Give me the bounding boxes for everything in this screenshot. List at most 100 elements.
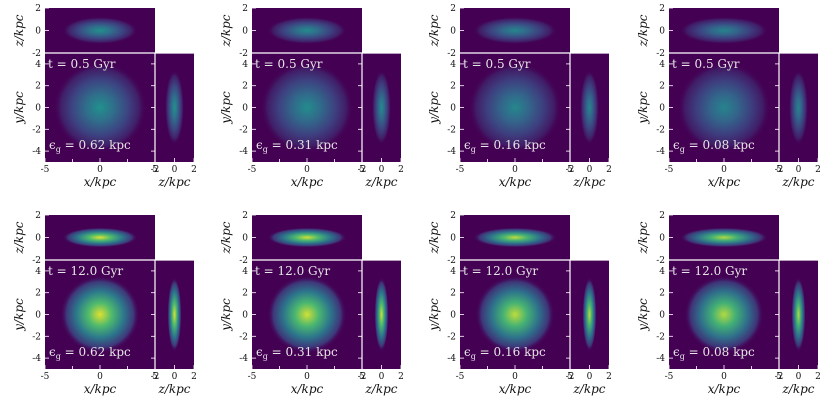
y-tick-label: -2 (447, 332, 456, 342)
time-annotation: t = 0.5 Gyr (463, 57, 531, 71)
x-tick-label: 5 (776, 165, 782, 175)
z-tick-label: -2 (447, 256, 456, 266)
x-axis-label: x/kpc (291, 175, 324, 189)
time-annotation: t = 12.0 Gyr (48, 264, 123, 278)
z-axis-label-top: z/kpc (427, 221, 441, 254)
y-axis-label: y/kpc (219, 298, 233, 332)
edge-on-xz-disk (62, 17, 138, 44)
face-on-disk (267, 275, 347, 354)
z-tick-label: 2 (659, 4, 665, 14)
edge-on-xz-disk (473, 227, 557, 248)
z-tick-label: -2 (32, 49, 41, 59)
z-tick-label: 2 (450, 211, 456, 221)
x-tick-label: 0 (721, 165, 727, 175)
softening-annotation: ϵg = 0.62 kpc (49, 345, 131, 361)
y-tick-label: 2 (35, 289, 41, 299)
face-on-disk (475, 275, 555, 354)
softening-annotation: ϵg = 0.31 kpc (256, 138, 338, 154)
softening-annotation: ϵg = 0.08 kpc (673, 345, 755, 361)
edge-on-zy-disk (167, 277, 182, 352)
y-tick-label: 2 (659, 289, 665, 299)
y-axis-label: y/kpc (427, 298, 441, 332)
z-tick-label: 0 (450, 234, 456, 244)
x-tick-label: 5 (567, 372, 573, 382)
z-tick-label: -2 (358, 372, 367, 382)
z-tick-label: 2 (659, 211, 665, 221)
y-tick-label: 4 (242, 60, 248, 70)
x-axis-label: x/kpc (291, 382, 324, 396)
y-tick-label: 2 (450, 289, 456, 299)
x-tick-label: 0 (304, 165, 310, 175)
x-tick-label: -5 (456, 165, 465, 175)
y-tick-label: 2 (35, 82, 41, 92)
y-tick-label: 4 (450, 60, 456, 70)
z-tick-label: 2 (606, 165, 612, 175)
y-tick-label: -2 (656, 125, 665, 135)
y-tick-label: -4 (656, 147, 665, 157)
edge-on-xz-disk (680, 227, 768, 248)
y-tick-label: -4 (32, 354, 41, 364)
z-axis-label-top: z/kpc (219, 14, 233, 47)
z-tick-label: 0 (659, 27, 665, 37)
z-tick-label: 2 (35, 211, 41, 221)
z-tick-label: 0 (242, 234, 248, 244)
z-tick-label: 2 (398, 165, 404, 175)
time-annotation: t = 0.5 Gyr (48, 57, 116, 71)
edge-on-zy-disk (372, 70, 391, 145)
time-annotation: t = 0.5 Gyr (672, 57, 740, 71)
z-tick-label: 0 (587, 165, 593, 175)
x-tick-label: -5 (41, 165, 50, 175)
edge-on-zy-disk (580, 70, 599, 145)
softening-annotation: ϵg = 0.08 kpc (673, 138, 755, 154)
y-tick-label: -2 (32, 332, 41, 342)
z-tick-label: 2 (815, 165, 821, 175)
y-axis-label: y/kpc (219, 91, 233, 125)
z-tick-label: -2 (566, 165, 575, 175)
edge-on-xz-disk (473, 17, 557, 44)
y-tick-label: 0 (35, 104, 41, 114)
z-tick-label: 0 (450, 27, 456, 37)
z-axis-label: z/kpc (364, 382, 397, 396)
x-tick-label: 0 (304, 372, 310, 382)
x-axis-label: x/kpc (708, 175, 741, 189)
x-axis-label: x/kpc (84, 382, 117, 396)
face-on-disk (677, 62, 771, 153)
y-tick-label: 0 (450, 104, 456, 114)
x-tick-label: 0 (512, 165, 518, 175)
x-tick-label: 5 (776, 372, 782, 382)
z-tick-label: 0 (796, 165, 802, 175)
edge-on-xz-disk (267, 227, 347, 248)
y-axis-label: y/kpc (636, 298, 650, 332)
y-tick-label: 0 (35, 311, 41, 321)
y-tick-label: -4 (447, 354, 456, 364)
z-tick-label: 2 (191, 372, 197, 382)
z-tick-label: 2 (606, 372, 612, 382)
y-tick-label: -2 (656, 332, 665, 342)
edge-on-zy-disk (582, 277, 597, 352)
z-axis-label-top: z/kpc (12, 14, 26, 47)
edge-on-zy-disk (791, 277, 806, 352)
y-tick-label: -4 (447, 147, 456, 157)
x-tick-label: 5 (567, 165, 573, 175)
z-tick-label: 2 (191, 165, 197, 175)
y-tick-label: -4 (656, 354, 665, 364)
y-tick-label: 4 (659, 267, 665, 277)
z-tick-label: 2 (242, 211, 248, 221)
z-axis-label-top: z/kpc (427, 14, 441, 47)
z-tick-label: 2 (242, 4, 248, 14)
x-tick-label: -5 (248, 372, 257, 382)
z-tick-label: 2 (35, 4, 41, 14)
y-tick-label: -4 (239, 147, 248, 157)
time-annotation: t = 0.5 Gyr (255, 57, 323, 71)
y-tick-label: 0 (242, 104, 248, 114)
z-tick-label: -2 (566, 372, 575, 382)
z-tick-label: 0 (242, 27, 248, 37)
z-tick-label: -2 (775, 372, 784, 382)
time-annotation: t = 12.0 Gyr (255, 264, 330, 278)
z-tick-label: -2 (656, 256, 665, 266)
